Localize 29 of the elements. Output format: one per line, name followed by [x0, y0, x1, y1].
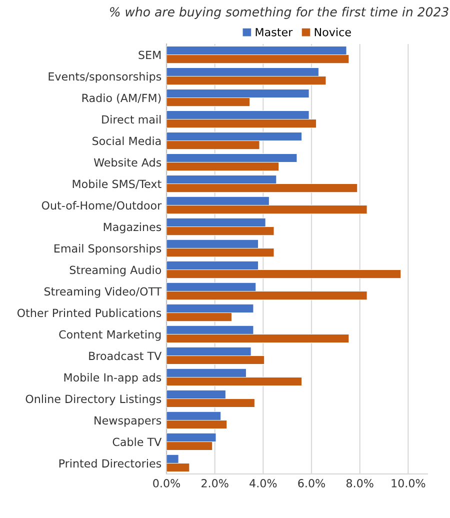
y-tick-label: Mobile SMS/Text [72, 180, 162, 190]
y-tick-label: SEM [138, 50, 161, 60]
x-tick-label: 8.0% [346, 479, 374, 488]
x-tick-label: 6.0% [298, 479, 325, 488]
x-tick-label: 4.0% [250, 479, 277, 488]
legend-label: Novice [314, 28, 351, 36]
y-tick-label: Streaming Audio [70, 266, 162, 276]
y-tick-label: Radio (AM/FM) [82, 94, 161, 104]
y-tick-label: Printed Directories [59, 459, 162, 468]
y-tick-label: Website Ads [94, 158, 162, 167]
y-tick-label: Email Sponsorships [54, 244, 162, 255]
y-tick-label: Mobile In-app ads [64, 373, 162, 384]
y-tick-label: Other Printed Publications [17, 308, 162, 318]
y-tick-label: Broadcast TV [89, 352, 162, 360]
y-tick-label: Streaming Video/OTT [44, 287, 162, 298]
y-tick-label: Newspapers [94, 416, 162, 427]
y-tick-label: Cable TV [112, 438, 162, 446]
x-tick-label: 10.0% [392, 479, 426, 488]
x-tick-label: 2.0% [202, 479, 228, 488]
y-tick-label: Direct mail [102, 115, 161, 124]
x-tick-label: 0.0% [153, 479, 180, 488]
chart-title: % who are buying something for the first time in 2023 [110, 6, 448, 19]
y-tick-label: Magazines [104, 222, 162, 234]
legend-label: Master [256, 28, 293, 36]
y-tick-label: Events/sponsorships [48, 72, 162, 83]
y-tick-label: Online Directory Listings [26, 394, 162, 406]
y-tick-label: Content Marketing [59, 330, 161, 341]
y-tick-label: Social Media [92, 136, 161, 146]
y-tick-label: Out-of-Home/Outdoor [42, 201, 162, 211]
